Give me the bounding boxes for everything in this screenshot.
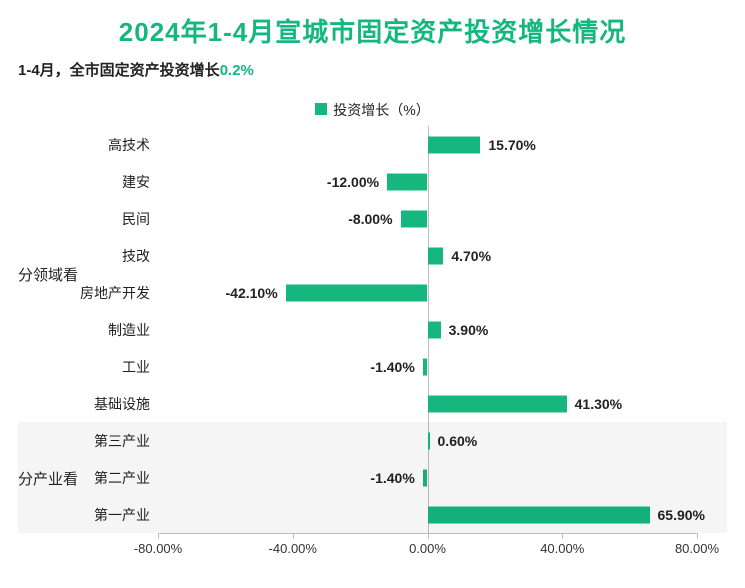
x-tick	[428, 533, 429, 539]
bar-row: 建安-12.00%	[158, 163, 697, 200]
category-label: 民间	[28, 209, 158, 229]
x-tick-label: -80.00%	[134, 541, 182, 556]
subtitle: 1-4月，全市固定资产投资增长0.2%	[18, 59, 254, 80]
x-tick	[293, 533, 294, 539]
value-label: 3.90%	[449, 322, 489, 338]
x-tick	[697, 533, 698, 539]
bar-row: 高技术15.70%	[158, 126, 697, 163]
bar-row: 基础设施41.30%	[158, 385, 697, 422]
chart-title: 2024年1-4月宣城市固定资产投资增长情况	[18, 12, 727, 49]
bar-row: 房地产开发-42.10%	[158, 274, 697, 311]
legend: 投资增长（%）	[18, 100, 727, 120]
value-label: 41.30%	[575, 396, 622, 412]
bar	[428, 136, 481, 153]
value-label: -12.00%	[327, 174, 379, 190]
value-label: -42.10%	[226, 285, 278, 301]
bar	[286, 284, 428, 301]
value-label: -1.40%	[370, 359, 414, 375]
category-label: 高技术	[28, 135, 158, 155]
chart-area: -80.00%-40.00%0.00%40.00%80.00%高技术15.70%…	[18, 126, 727, 566]
value-label: -8.00%	[348, 211, 392, 227]
bar	[428, 321, 441, 338]
group-shade	[18, 422, 727, 533]
value-label: 4.70%	[451, 248, 491, 264]
x-tick-label: -40.00%	[269, 541, 317, 556]
x-tick-label: 80.00%	[675, 541, 719, 556]
bar	[428, 395, 567, 412]
legend-swatch	[315, 103, 327, 115]
legend-label: 投资增长（%）	[333, 102, 429, 118]
bar-row: 技改4.70%	[158, 237, 697, 274]
group-label: 分领域看	[18, 264, 78, 285]
bar-row: 制造业3.90%	[158, 311, 697, 348]
x-tick	[562, 533, 563, 539]
bar	[423, 358, 428, 375]
x-tick-label: 0.00%	[409, 541, 446, 556]
chart-container: 2024年1-4月宣城市固定资产投资增长情况 1-4月，全市固定资产投资增长0.…	[0, 0, 745, 588]
bar-row: 民间-8.00%	[158, 200, 697, 237]
subtitle-wrap: 1-4月，全市固定资产投资增长0.2%	[18, 59, 727, 80]
subtitle-value: 0.2%	[220, 62, 254, 79]
x-tick-label: 40.00%	[540, 541, 584, 556]
bar	[401, 210, 428, 227]
bar	[387, 173, 427, 190]
bar	[428, 247, 444, 264]
category-label: 工业	[28, 357, 158, 377]
value-label: 15.70%	[488, 137, 535, 153]
category-label: 技改	[28, 246, 158, 266]
subtitle-prefix: 1-4月，全市固定资产投资增长	[18, 62, 220, 79]
category-label: 建安	[28, 172, 158, 192]
category-label: 基础设施	[28, 394, 158, 414]
group-label: 分产业看	[18, 468, 78, 489]
x-tick	[158, 533, 159, 539]
category-label: 房地产开发	[28, 283, 158, 303]
bar-row: 工业-1.40%	[158, 348, 697, 385]
category-label: 制造业	[28, 320, 158, 340]
